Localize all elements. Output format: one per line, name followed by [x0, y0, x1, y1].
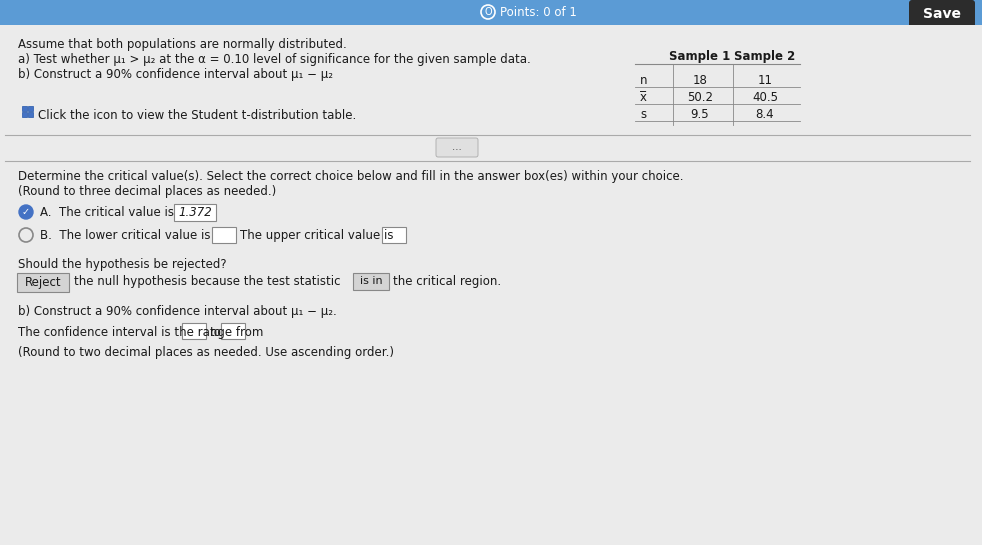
Text: O: O [484, 7, 492, 17]
Text: is in: is in [359, 276, 382, 286]
Text: Points: 0 of 1: Points: 0 of 1 [500, 5, 576, 19]
Text: 18: 18 [692, 74, 707, 87]
FancyBboxPatch shape [0, 25, 982, 545]
Text: 50.2: 50.2 [687, 91, 713, 104]
Text: Assume that both populations are normally distributed.: Assume that both populations are normall… [18, 38, 347, 51]
Text: a) Test whether μ₁ > μ₂ at the α = 0.10 level of significance for the given samp: a) Test whether μ₁ > μ₂ at the α = 0.10 … [18, 53, 530, 66]
Text: Determine the critical value(s). Select the correct choice below and fill in the: Determine the critical value(s). Select … [18, 170, 683, 183]
Text: n: n [640, 74, 647, 87]
FancyBboxPatch shape [174, 204, 216, 221]
Text: to: to [210, 326, 222, 339]
FancyBboxPatch shape [22, 106, 27, 111]
Text: 8.4: 8.4 [756, 108, 775, 121]
FancyBboxPatch shape [182, 323, 206, 339]
FancyBboxPatch shape [353, 273, 389, 290]
Text: 1.372: 1.372 [178, 205, 212, 219]
FancyBboxPatch shape [22, 112, 27, 117]
Text: (Round to three decimal places as needed.): (Round to three decimal places as needed… [18, 185, 276, 198]
Text: A.  The critical value is: A. The critical value is [40, 206, 174, 219]
Text: x̅: x̅ [640, 91, 647, 104]
Text: b) Construct a 90% confidence interval about μ₁ − μ₂.: b) Construct a 90% confidence interval a… [18, 305, 337, 318]
FancyBboxPatch shape [909, 0, 975, 28]
Text: Reject: Reject [25, 276, 61, 288]
Text: Save: Save [923, 7, 961, 21]
FancyBboxPatch shape [382, 227, 406, 243]
Text: ✓: ✓ [22, 207, 30, 217]
Text: 11: 11 [757, 74, 773, 87]
Text: 9.5: 9.5 [690, 108, 709, 121]
Text: b) Construct a 90% confidence interval about μ₁ − μ₂: b) Construct a 90% confidence interval a… [18, 68, 333, 81]
Text: The confidence interval is the range from: The confidence interval is the range fro… [18, 326, 263, 339]
Circle shape [19, 205, 33, 219]
Text: Click the icon to view the Student t-distribution table.: Click the icon to view the Student t-dis… [38, 108, 356, 122]
Text: Should the hypothesis be rejected?: Should the hypothesis be rejected? [18, 258, 227, 271]
Text: The upper critical value is: The upper critical value is [240, 229, 394, 242]
Text: the critical region.: the critical region. [393, 275, 501, 288]
Text: Sample 2: Sample 2 [735, 50, 795, 63]
FancyBboxPatch shape [0, 0, 982, 25]
Text: …: … [452, 142, 462, 152]
FancyBboxPatch shape [28, 112, 33, 117]
Text: the null hypothesis because the test statistic: the null hypothesis because the test sta… [74, 275, 341, 288]
Text: (Round to two decimal places as needed. Use ascending order.): (Round to two decimal places as needed. … [18, 346, 394, 359]
FancyBboxPatch shape [221, 323, 245, 339]
Text: Sample 1: Sample 1 [670, 50, 731, 63]
Text: 40.5: 40.5 [752, 91, 778, 104]
FancyBboxPatch shape [28, 106, 33, 111]
Text: B.  The lower critical value is: B. The lower critical value is [40, 229, 210, 242]
Text: s: s [640, 108, 646, 121]
FancyBboxPatch shape [17, 273, 69, 292]
FancyBboxPatch shape [436, 138, 478, 157]
FancyBboxPatch shape [212, 227, 236, 243]
